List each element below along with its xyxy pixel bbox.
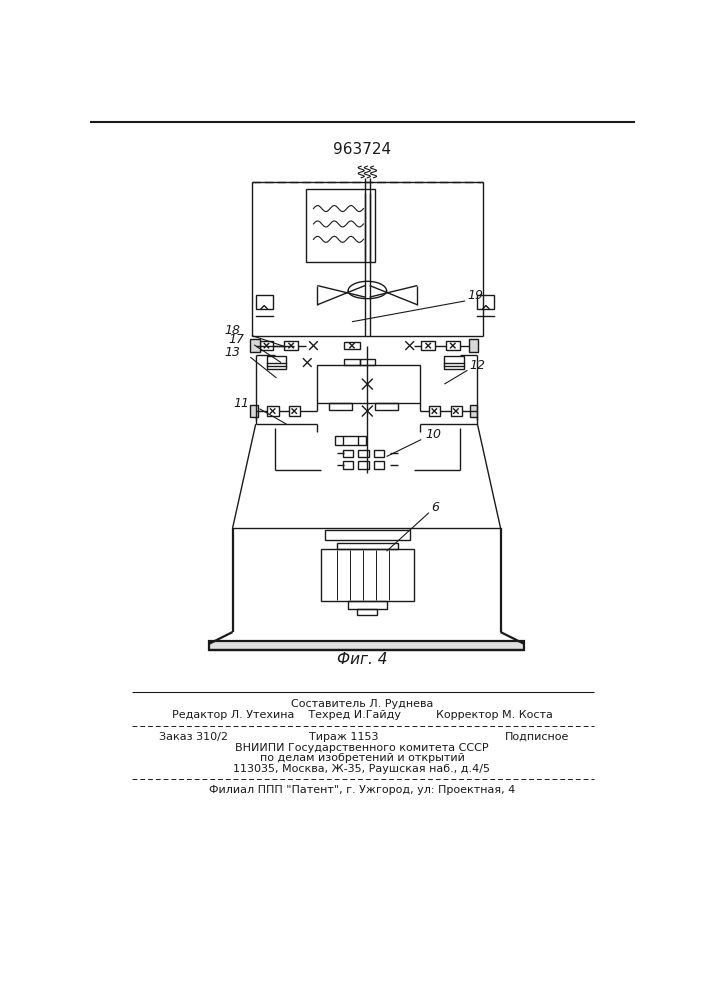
Text: 19: 19 [467, 289, 484, 302]
Bar [373, 461, 385, 469]
Bar [343, 461, 354, 469]
Bar [209, 641, 524, 650]
Bar [421, 341, 435, 350]
Bar [469, 339, 478, 352]
Text: 12: 12 [469, 359, 486, 372]
Bar [357, 609, 378, 615]
Bar [344, 359, 360, 365]
Bar [259, 341, 274, 350]
Bar [469, 405, 477, 417]
Bar [288, 406, 300, 416]
Bar [360, 359, 375, 365]
Bar [444, 356, 464, 369]
Text: Подписное: Подписное [505, 732, 569, 742]
Bar [337, 543, 398, 549]
Bar [256, 295, 273, 309]
Text: по делам изобретений и открытий: по делам изобретений и открытий [259, 753, 464, 763]
Text: 13: 13 [224, 346, 240, 359]
Bar [250, 339, 259, 352]
Text: 113035, Москва, Ж-35, Раушская наб., д.4/5: 113035, Москва, Ж-35, Раушская наб., д.4… [233, 764, 491, 774]
Bar [250, 405, 258, 417]
Bar [284, 341, 298, 350]
Text: Фиг. 4: Фиг. 4 [337, 652, 387, 666]
Bar [343, 450, 354, 457]
Text: Тираж 1153: Тираж 1153 [310, 732, 379, 742]
Text: Составитель Л. Руднева: Составитель Л. Руднева [291, 699, 433, 709]
Bar [373, 450, 385, 457]
Bar [429, 406, 440, 416]
Text: Заказ 310/2: Заказ 310/2 [160, 732, 228, 742]
Bar [348, 601, 387, 609]
Bar [375, 403, 398, 410]
Text: Редактор Л. Утехина    Техред И.Гайду          Корректор М. Коста: Редактор Л. Утехина Техред И.Гайду Корре… [172, 710, 552, 720]
Bar [267, 356, 286, 369]
Bar [267, 406, 279, 416]
Text: 10: 10 [425, 428, 441, 441]
Bar [358, 450, 369, 457]
Text: 18: 18 [224, 324, 240, 337]
Bar [329, 403, 352, 410]
Text: 6: 6 [431, 501, 439, 514]
Bar [446, 341, 460, 350]
Bar [321, 549, 414, 601]
Bar [305, 189, 375, 262]
Text: Филиал ППП "Патент", г. Ужгород, ул: Проектная, 4: Филиал ППП "Патент", г. Ужгород, ул: Про… [209, 785, 515, 795]
Text: 963724: 963724 [333, 142, 391, 157]
Bar [477, 295, 494, 309]
Text: 11: 11 [233, 397, 250, 410]
Bar [325, 530, 409, 540]
Bar [450, 406, 462, 416]
Bar [358, 461, 369, 469]
Bar [335, 436, 366, 445]
Text: 17: 17 [228, 333, 244, 346]
Bar [317, 365, 420, 403]
Text: ВНИИПИ Государственного комитета СССР: ВНИИПИ Государственного комитета СССР [235, 743, 489, 753]
Bar [344, 342, 360, 349]
